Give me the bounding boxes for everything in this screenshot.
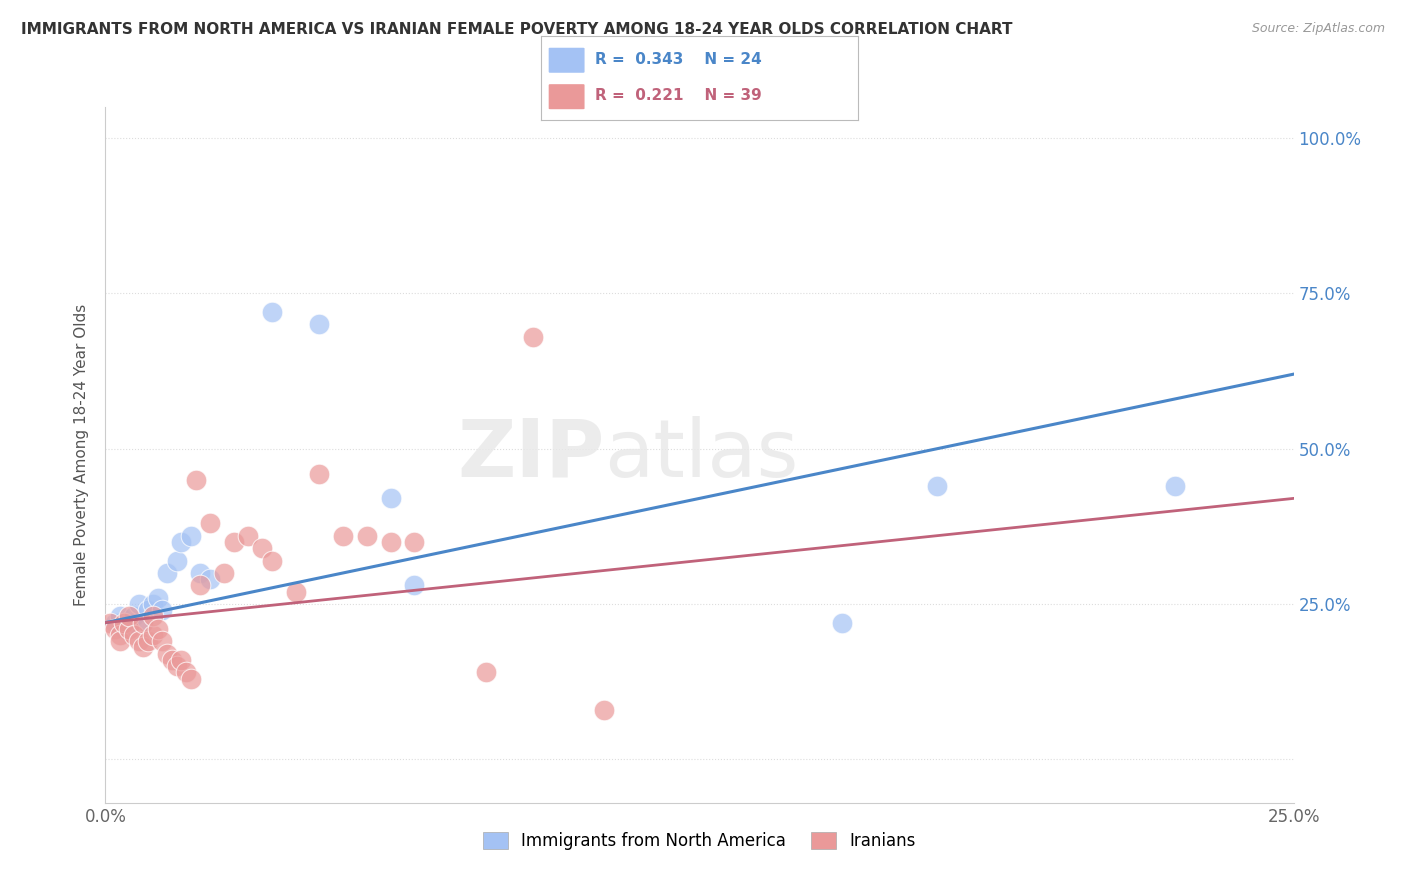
Point [170, 534, 193, 549]
Point [332, 529, 354, 543]
Text: Source: ZipAtlas.com: Source: ZipAtlas.com [1251, 22, 1385, 36]
Text: R =  0.343    N = 24: R = 0.343 N = 24 [595, 52, 762, 67]
Point [356, 529, 378, 543]
Point [184, 473, 207, 487]
FancyBboxPatch shape [548, 46, 586, 74]
Point [118, 609, 141, 624]
Point [136, 603, 159, 617]
Point [146, 591, 169, 605]
Point [214, 566, 236, 580]
Point [146, 622, 169, 636]
Text: ZIP: ZIP [457, 416, 605, 494]
Point [160, 653, 183, 667]
Point [108, 609, 131, 624]
Point [104, 615, 127, 630]
Point [522, 330, 544, 344]
Y-axis label: Female Poverty Among 18-24 Year Olds: Female Poverty Among 18-24 Year Olds [75, 304, 90, 606]
Point [128, 597, 150, 611]
Text: IMMIGRANTS FROM NORTH AMERICA VS IRANIAN FEMALE POVERTY AMONG 18-24 YEAR OLDS CO: IMMIGRANTS FROM NORTH AMERICA VS IRANIAN… [21, 22, 1012, 37]
Text: R =  0.221    N = 39: R = 0.221 N = 39 [595, 88, 762, 103]
Point [118, 622, 141, 636]
Point [136, 634, 159, 648]
Point [108, 628, 131, 642]
Point [142, 597, 165, 611]
Point [925, 479, 948, 493]
Point [132, 615, 155, 630]
Point [114, 622, 136, 636]
Point [190, 578, 212, 592]
Point [156, 566, 179, 580]
Point [132, 615, 155, 630]
Point [114, 615, 136, 630]
Point [260, 305, 283, 319]
Point [128, 634, 150, 648]
Point [122, 609, 145, 624]
Point [132, 640, 155, 655]
Point [260, 553, 283, 567]
Point [152, 634, 174, 648]
Point [156, 647, 179, 661]
Point [474, 665, 496, 680]
Point [108, 634, 131, 648]
Point [190, 566, 212, 580]
Point [308, 318, 330, 332]
Point [118, 615, 141, 630]
Point [380, 534, 402, 549]
Point [198, 516, 221, 531]
Point [142, 628, 165, 642]
Point [152, 603, 174, 617]
Point [166, 659, 188, 673]
Point [404, 534, 426, 549]
Point [174, 665, 197, 680]
Point [180, 672, 202, 686]
Point [252, 541, 274, 555]
Point [98, 615, 121, 630]
FancyBboxPatch shape [548, 83, 586, 111]
Point [222, 534, 245, 549]
Point [284, 584, 307, 599]
Legend: Immigrants from North America, Iranians: Immigrants from North America, Iranians [477, 826, 922, 857]
Point [380, 491, 402, 506]
Point [142, 609, 165, 624]
Point [104, 622, 127, 636]
Point [170, 653, 193, 667]
Point [166, 553, 188, 567]
Point [180, 529, 202, 543]
Point [198, 572, 221, 586]
Point [831, 615, 853, 630]
Point [593, 703, 616, 717]
Point [1164, 479, 1187, 493]
Point [122, 628, 145, 642]
Text: atlas: atlas [605, 416, 799, 494]
Point [236, 529, 259, 543]
Point [308, 467, 330, 481]
Point [404, 578, 426, 592]
